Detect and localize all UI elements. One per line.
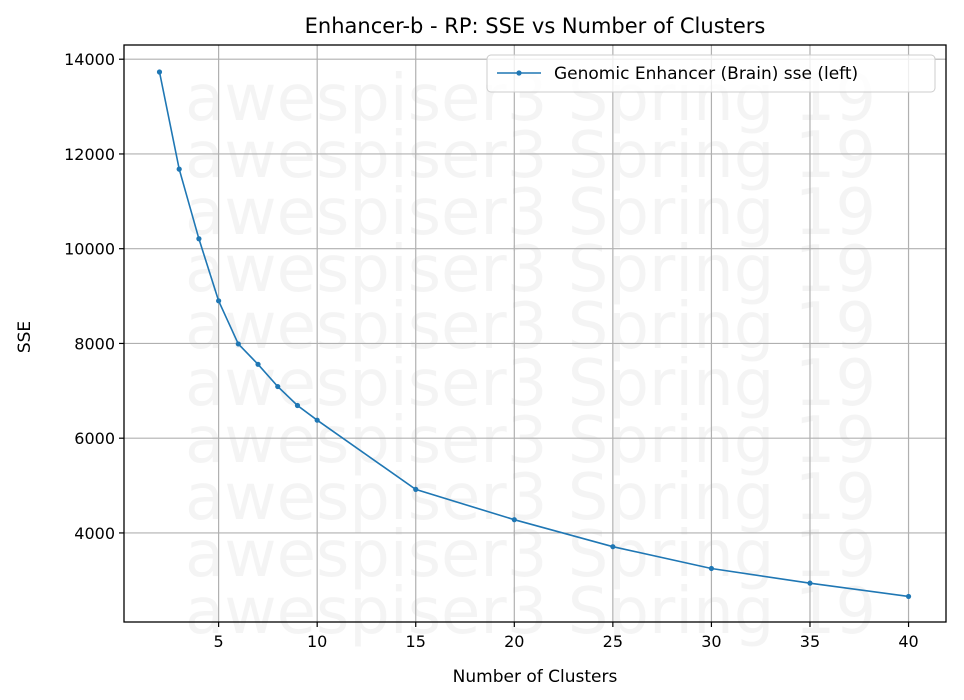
y-tick-label: 8000 — [74, 334, 115, 353]
plot-frame — [123, 44, 947, 623]
y-tick-label: 4000 — [74, 524, 115, 543]
data-point — [294, 402, 301, 409]
watermark-text: awespiser3 Spring 19 — [185, 404, 876, 478]
watermark-text: awespiser3 Spring 19 — [185, 290, 876, 364]
x-tick-label: 20 — [504, 632, 524, 651]
data-point — [610, 544, 616, 550]
x-tick-label: 10 — [307, 632, 327, 651]
x-tick-label: 15 — [406, 632, 426, 651]
watermark-text: awespiser3 Spring 19 — [185, 119, 876, 193]
legend-box — [486, 54, 936, 93]
x-tick-label: 40 — [898, 632, 918, 651]
x-tick-label: 30 — [701, 632, 721, 651]
data-point — [708, 565, 715, 572]
data-point — [156, 69, 163, 75]
data-point — [216, 298, 222, 304]
y-tick-label: 14000 — [64, 50, 115, 69]
watermark-text: awespiser3 Spring 19 — [185, 347, 876, 421]
data-point — [511, 517, 517, 523]
series-layer — [156, 69, 912, 600]
y-tick-label: 6000 — [74, 429, 115, 448]
data-point — [176, 166, 182, 172]
watermark-text: awespiser3 Spring 19 — [185, 176, 876, 250]
watermark-text: awespiser3 Spring 19 — [185, 575, 876, 649]
y-tick-label: 12000 — [64, 145, 115, 164]
watermark-text: awespiser3 Spring 19 — [185, 233, 876, 307]
data-point — [255, 361, 261, 367]
data-point — [235, 341, 241, 347]
data-point — [196, 236, 202, 242]
y-axis-label: SSE — [15, 321, 35, 353]
x-axis-label: Number of Clusters — [453, 667, 618, 687]
x-tick-label: 35 — [800, 632, 820, 651]
legend-entry-label: Genomic Enhancer (Brain) sse (left) — [554, 64, 858, 84]
watermark-layer: awespiser3 Spring 19awespiser3 Spring 19… — [185, 62, 876, 649]
data-point — [413, 486, 419, 492]
data-point — [314, 417, 320, 423]
data-point — [807, 580, 813, 586]
x-tick-label: 5 — [214, 632, 224, 651]
y-tick-label: 10000 — [64, 240, 115, 259]
legend: Genomic Enhancer (Brain) sse (left) — [486, 54, 936, 93]
data-point — [905, 593, 912, 600]
x-tick-label: 25 — [603, 632, 623, 651]
chart-title: Enhancer-b - RP: SSE vs Number of Cluste… — [305, 14, 766, 38]
legend-point-marker — [516, 70, 522, 76]
data-point — [275, 383, 281, 390]
watermark-text: awespiser3 Spring 19 — [185, 461, 876, 535]
tick-layer: 5 10 15 20 25 30 35 40 4000 6000 8000 10000 12000 140… — [64, 50, 919, 651]
watermark-text: awespiser3 Spring 19 — [185, 518, 876, 592]
